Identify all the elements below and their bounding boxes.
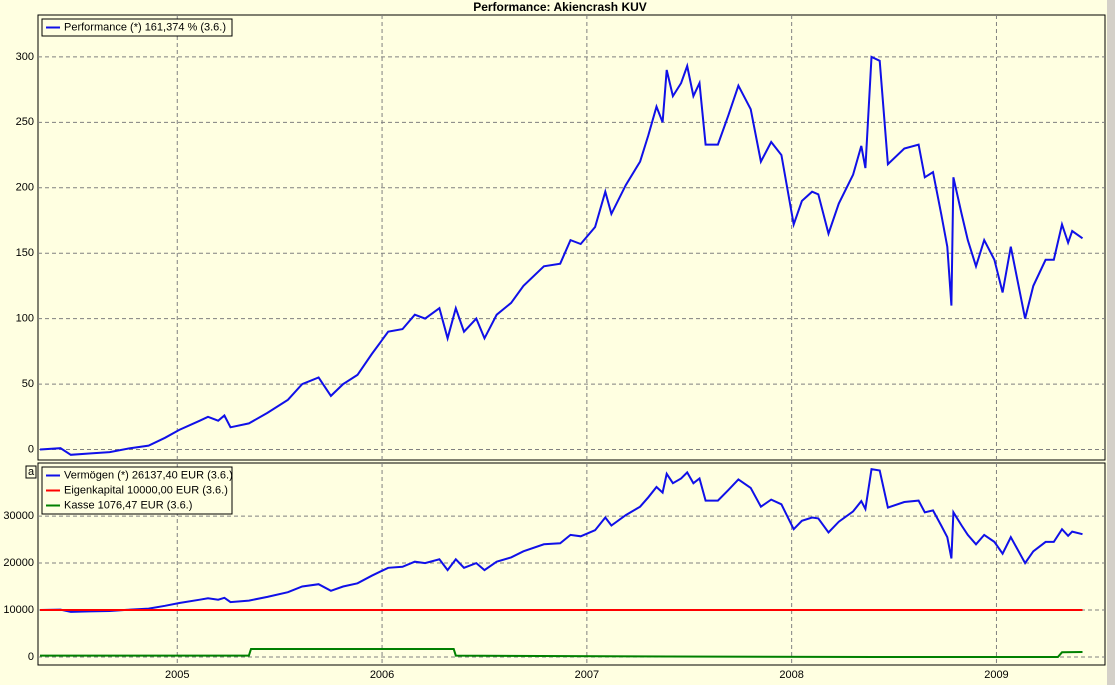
y-tick-label: 20000 — [3, 557, 34, 569]
y-tick-label: 50 — [22, 378, 34, 390]
y-tick-label: 0 — [28, 443, 34, 455]
y-tick-label: 250 — [16, 116, 34, 128]
data-line — [39, 467, 1083, 613]
legend-label: Eigenkapital 10000,00 EUR (3.6.) — [64, 484, 228, 496]
y-tick-label: 30000 — [3, 510, 34, 522]
x-tick-label: 2009 — [984, 669, 1008, 681]
data-line — [40, 648, 1083, 658]
legend-box — [41, 466, 233, 515]
panel-frame — [37, 462, 1106, 666]
y-tick-label: 150 — [16, 247, 34, 259]
data-line — [39, 55, 1084, 456]
legend-box — [41, 18, 233, 37]
y-tick-label: 100 — [16, 313, 34, 325]
x-tick-label: 2007 — [575, 669, 599, 681]
y-tick-label: 300 — [16, 51, 34, 63]
x-tick-label: 2006 — [370, 669, 394, 681]
y-tick-label: 200 — [16, 182, 34, 194]
y-tick-label: 10000 — [3, 604, 34, 616]
legend-label: Performance (*) 161,374 % (3.6.) — [64, 21, 226, 33]
legend-label: Vermögen (*) 26137,40 EUR (3.6.) — [64, 469, 233, 481]
x-tick-label: 2005 — [165, 669, 189, 681]
y-tick-label: 0 — [28, 651, 34, 663]
panel-label-box — [25, 465, 37, 479]
panel-frame — [37, 14, 1106, 461]
x-tick-label: 2008 — [779, 669, 803, 681]
panel-label: a — [28, 466, 35, 478]
legend-label: Kasse 1076,47 EUR (3.6.) — [64, 499, 192, 511]
window-border — [1108, 0, 1115, 685]
chart-title: Performance: Akiencrash KUV — [473, 0, 647, 14]
